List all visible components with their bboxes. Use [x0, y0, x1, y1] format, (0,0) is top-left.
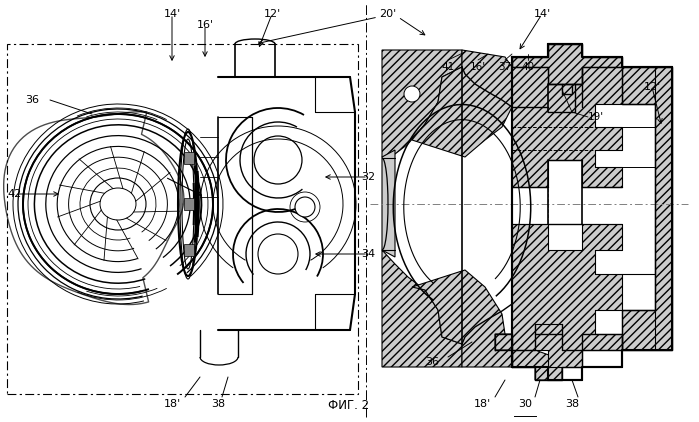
- Text: 19': 19': [588, 112, 604, 122]
- Polygon shape: [495, 334, 582, 380]
- Text: ФИГ. 2: ФИГ. 2: [329, 399, 370, 412]
- Polygon shape: [382, 150, 395, 257]
- Text: 12': 12': [643, 82, 661, 92]
- Text: 18': 18': [164, 399, 180, 409]
- Polygon shape: [382, 50, 462, 157]
- Text: 41: 41: [441, 62, 454, 72]
- Text: 38: 38: [211, 399, 225, 409]
- Text: 42: 42: [8, 189, 22, 199]
- Text: 12': 12': [264, 9, 280, 19]
- Text: 40: 40: [521, 62, 535, 72]
- Polygon shape: [512, 224, 622, 367]
- Text: 37: 37: [498, 62, 512, 72]
- FancyBboxPatch shape: [184, 244, 194, 256]
- Polygon shape: [412, 50, 512, 157]
- Polygon shape: [382, 250, 462, 367]
- Text: 36: 36: [425, 357, 439, 367]
- FancyBboxPatch shape: [184, 152, 194, 164]
- Text: 30: 30: [518, 399, 532, 409]
- Circle shape: [404, 86, 420, 102]
- Circle shape: [295, 197, 315, 217]
- Text: 16': 16': [470, 62, 486, 72]
- Text: 14': 14': [533, 9, 551, 19]
- Text: 38: 38: [565, 399, 579, 409]
- Text: 20': 20': [380, 9, 396, 19]
- Polygon shape: [512, 44, 672, 380]
- Text: 16': 16': [196, 20, 214, 30]
- Text: 36: 36: [25, 95, 39, 105]
- Text: 14': 14': [164, 9, 180, 19]
- Polygon shape: [512, 67, 622, 187]
- Text: 18': 18': [473, 399, 491, 409]
- Polygon shape: [512, 44, 622, 84]
- Text: 32: 32: [361, 172, 375, 182]
- Polygon shape: [622, 67, 672, 350]
- FancyBboxPatch shape: [184, 198, 194, 210]
- Text: 34: 34: [361, 249, 375, 259]
- Polygon shape: [412, 270, 512, 367]
